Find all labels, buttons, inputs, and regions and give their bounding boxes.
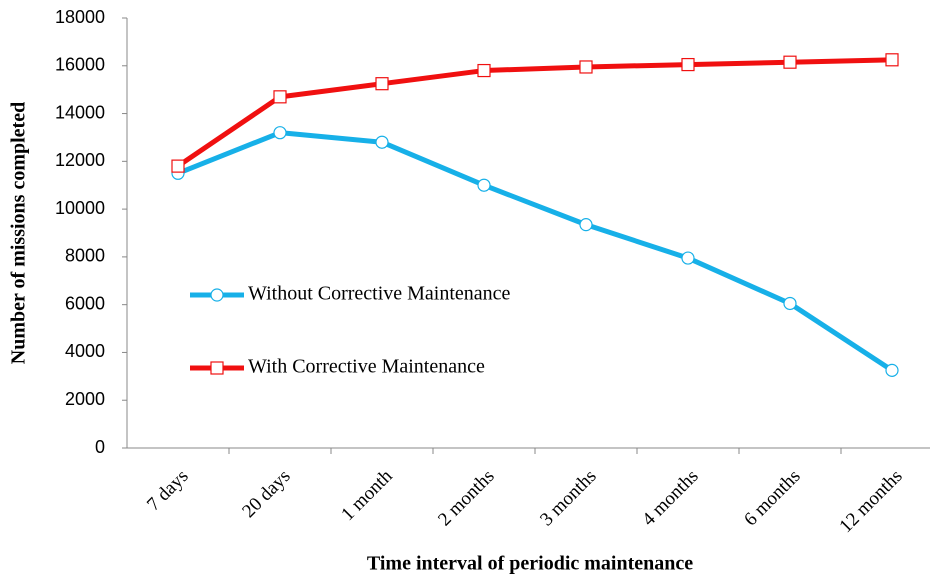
circle-marker (783, 296, 797, 311)
square-marker (477, 63, 491, 78)
x-tick-label: 12 months (835, 466, 906, 537)
x-tick-label: 20 days (238, 466, 294, 522)
square-marker (171, 159, 185, 173)
x-tick-label: 7 days (143, 466, 193, 516)
y-tick-label: 16000 (55, 55, 105, 75)
y-tick-label: 14000 (55, 102, 105, 122)
y-tick-label: 0 (95, 437, 105, 457)
circle-marker (579, 218, 593, 232)
y-tick-label: 18000 (55, 7, 105, 27)
y-axis-title: Number of missions completed (8, 102, 30, 364)
square-marker (273, 90, 287, 104)
square-marker (885, 53, 899, 67)
circle-marker (273, 126, 287, 140)
y-tick-label: 4000 (65, 341, 105, 361)
circle-marker (681, 251, 695, 265)
y-tick-label: 12000 (55, 150, 105, 170)
x-tick-label: 6 months (740, 466, 804, 530)
legend-label: Without Corrective Maintenance (248, 283, 511, 305)
circle-marker (885, 363, 899, 377)
y-tick-label: 10000 (55, 198, 105, 218)
y-tick-label: 6000 (65, 293, 105, 313)
y-tick-label: 8000 (65, 246, 105, 266)
circle-marker (375, 135, 389, 149)
x-tick-label: 1 month (337, 465, 397, 525)
x-tick-label: 4 months (638, 466, 702, 530)
x-axis-title: Time interval of periodic maintenance (367, 553, 693, 575)
x-tick-label: 2 months (434, 466, 498, 530)
series-line (177, 130, 894, 373)
circle-marker (210, 288, 224, 302)
square-marker (579, 60, 593, 74)
circle-marker (477, 178, 491, 192)
series-line (176, 57, 893, 169)
square-marker (783, 55, 797, 69)
square-marker (681, 57, 695, 72)
square-marker (210, 361, 224, 375)
square-marker (375, 77, 389, 91)
x-tick-label: 3 months (536, 466, 600, 530)
y-tick-label: 2000 (65, 389, 105, 409)
legend-label: With Corrective Maintenance (248, 356, 485, 378)
